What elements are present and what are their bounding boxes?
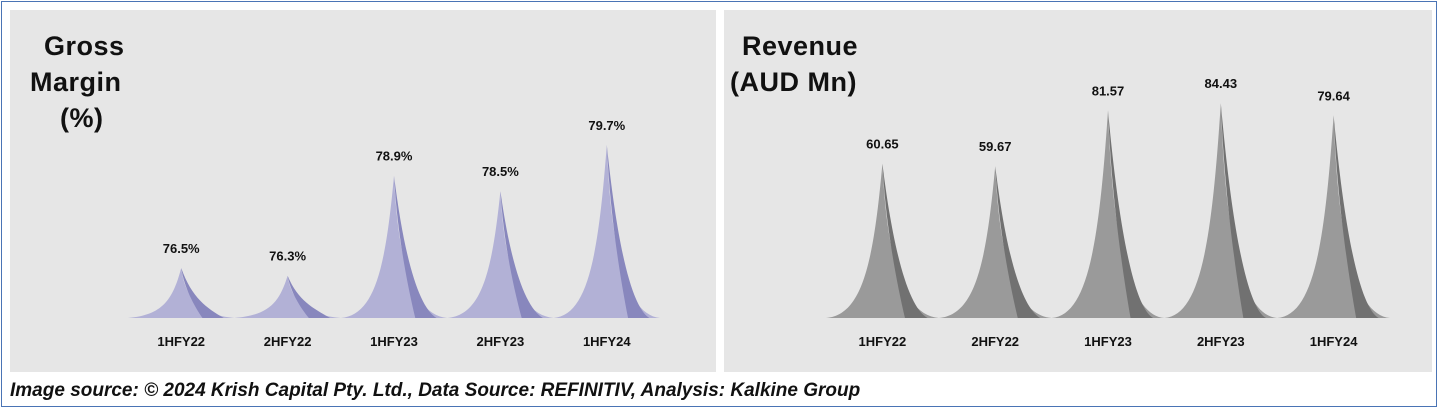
value-label: 79.7% [588, 118, 625, 133]
peak-light-face [1277, 115, 1390, 318]
value-label: 84.43 [1205, 76, 1238, 91]
category-label: 1HFY23 [1084, 334, 1132, 349]
revenue-title-line-1: Revenue [742, 31, 859, 61]
revenue-chart: 60.65 1HFY22 59.67 2HFY22 81.57 1HFY23 84.43 2H… [826, 76, 1390, 349]
peak-light-face [128, 268, 235, 318]
peak-light-face [234, 275, 341, 318]
image-source-footer: Image source: © 2024 Krish Capital Pty. … [10, 380, 861, 401]
peak-light-face [1164, 103, 1278, 318]
gross-margin-panel: 76.5% 1HFY22 76.3% 2HFY22 78.9% 1HFY23 78.5% 2H… [10, 10, 716, 372]
category-label: 1HFY22 [157, 334, 205, 349]
revenue-panel: 60.65 1HFY22 59.67 2HFY22 81.57 1HFY23 84.43 2H… [724, 10, 1432, 372]
gross-margin-title-line-2: Margin [30, 67, 122, 97]
value-label: 76.3% [269, 249, 306, 264]
revenue-title: Revenue (AUD Mn) [730, 28, 858, 100]
peak-dark-face [181, 268, 224, 318]
peak-dark-face [287, 275, 331, 318]
peak-light-face [1051, 110, 1165, 318]
revenue-title-line-2: (AUD Mn) [730, 67, 857, 97]
category-label: 2HFY22 [264, 334, 312, 349]
value-label: 76.5% [163, 241, 200, 256]
gross-margin-chart: 76.5% 1HFY22 76.3% 2HFY22 78.9% 1HFY23 78.5% 2H… [128, 118, 660, 349]
peak-light-face [340, 175, 448, 318]
peak-dark-face [995, 166, 1041, 318]
peak-light-face [553, 144, 660, 318]
peak-light-face [938, 166, 1052, 318]
category-label: 1HFY23 [370, 334, 418, 349]
peak-light-face [826, 163, 939, 318]
gross-margin-title: Gross Margin (%) [30, 28, 125, 136]
gross-margin-title-line-3: (%) [60, 103, 104, 133]
peak-dark-face [606, 144, 650, 318]
peak-dark-face [1108, 110, 1154, 318]
category-label: 2HFY23 [1197, 334, 1245, 349]
peak-dark-face [882, 163, 928, 318]
value-label: 81.57 [1092, 83, 1125, 98]
value-label: 78.5% [482, 164, 519, 179]
peak-dark-face [394, 175, 437, 318]
category-label: 1HFY24 [1310, 334, 1358, 349]
peak-dark-face [1333, 115, 1379, 318]
peak-dark-face [500, 191, 543, 318]
category-label: 2HFY23 [477, 334, 525, 349]
value-label: 59.67 [979, 139, 1012, 154]
category-label: 1HFY22 [859, 334, 907, 349]
value-label: 79.64 [1317, 88, 1350, 103]
peak-dark-face [1220, 103, 1266, 318]
category-label: 1HFY24 [583, 334, 631, 349]
value-label: 78.9% [376, 149, 413, 164]
value-label: 60.65 [866, 137, 899, 152]
gross-margin-title-line-1: Gross [44, 31, 125, 61]
peak-light-face [447, 191, 554, 318]
category-label: 2HFY22 [971, 334, 1019, 349]
